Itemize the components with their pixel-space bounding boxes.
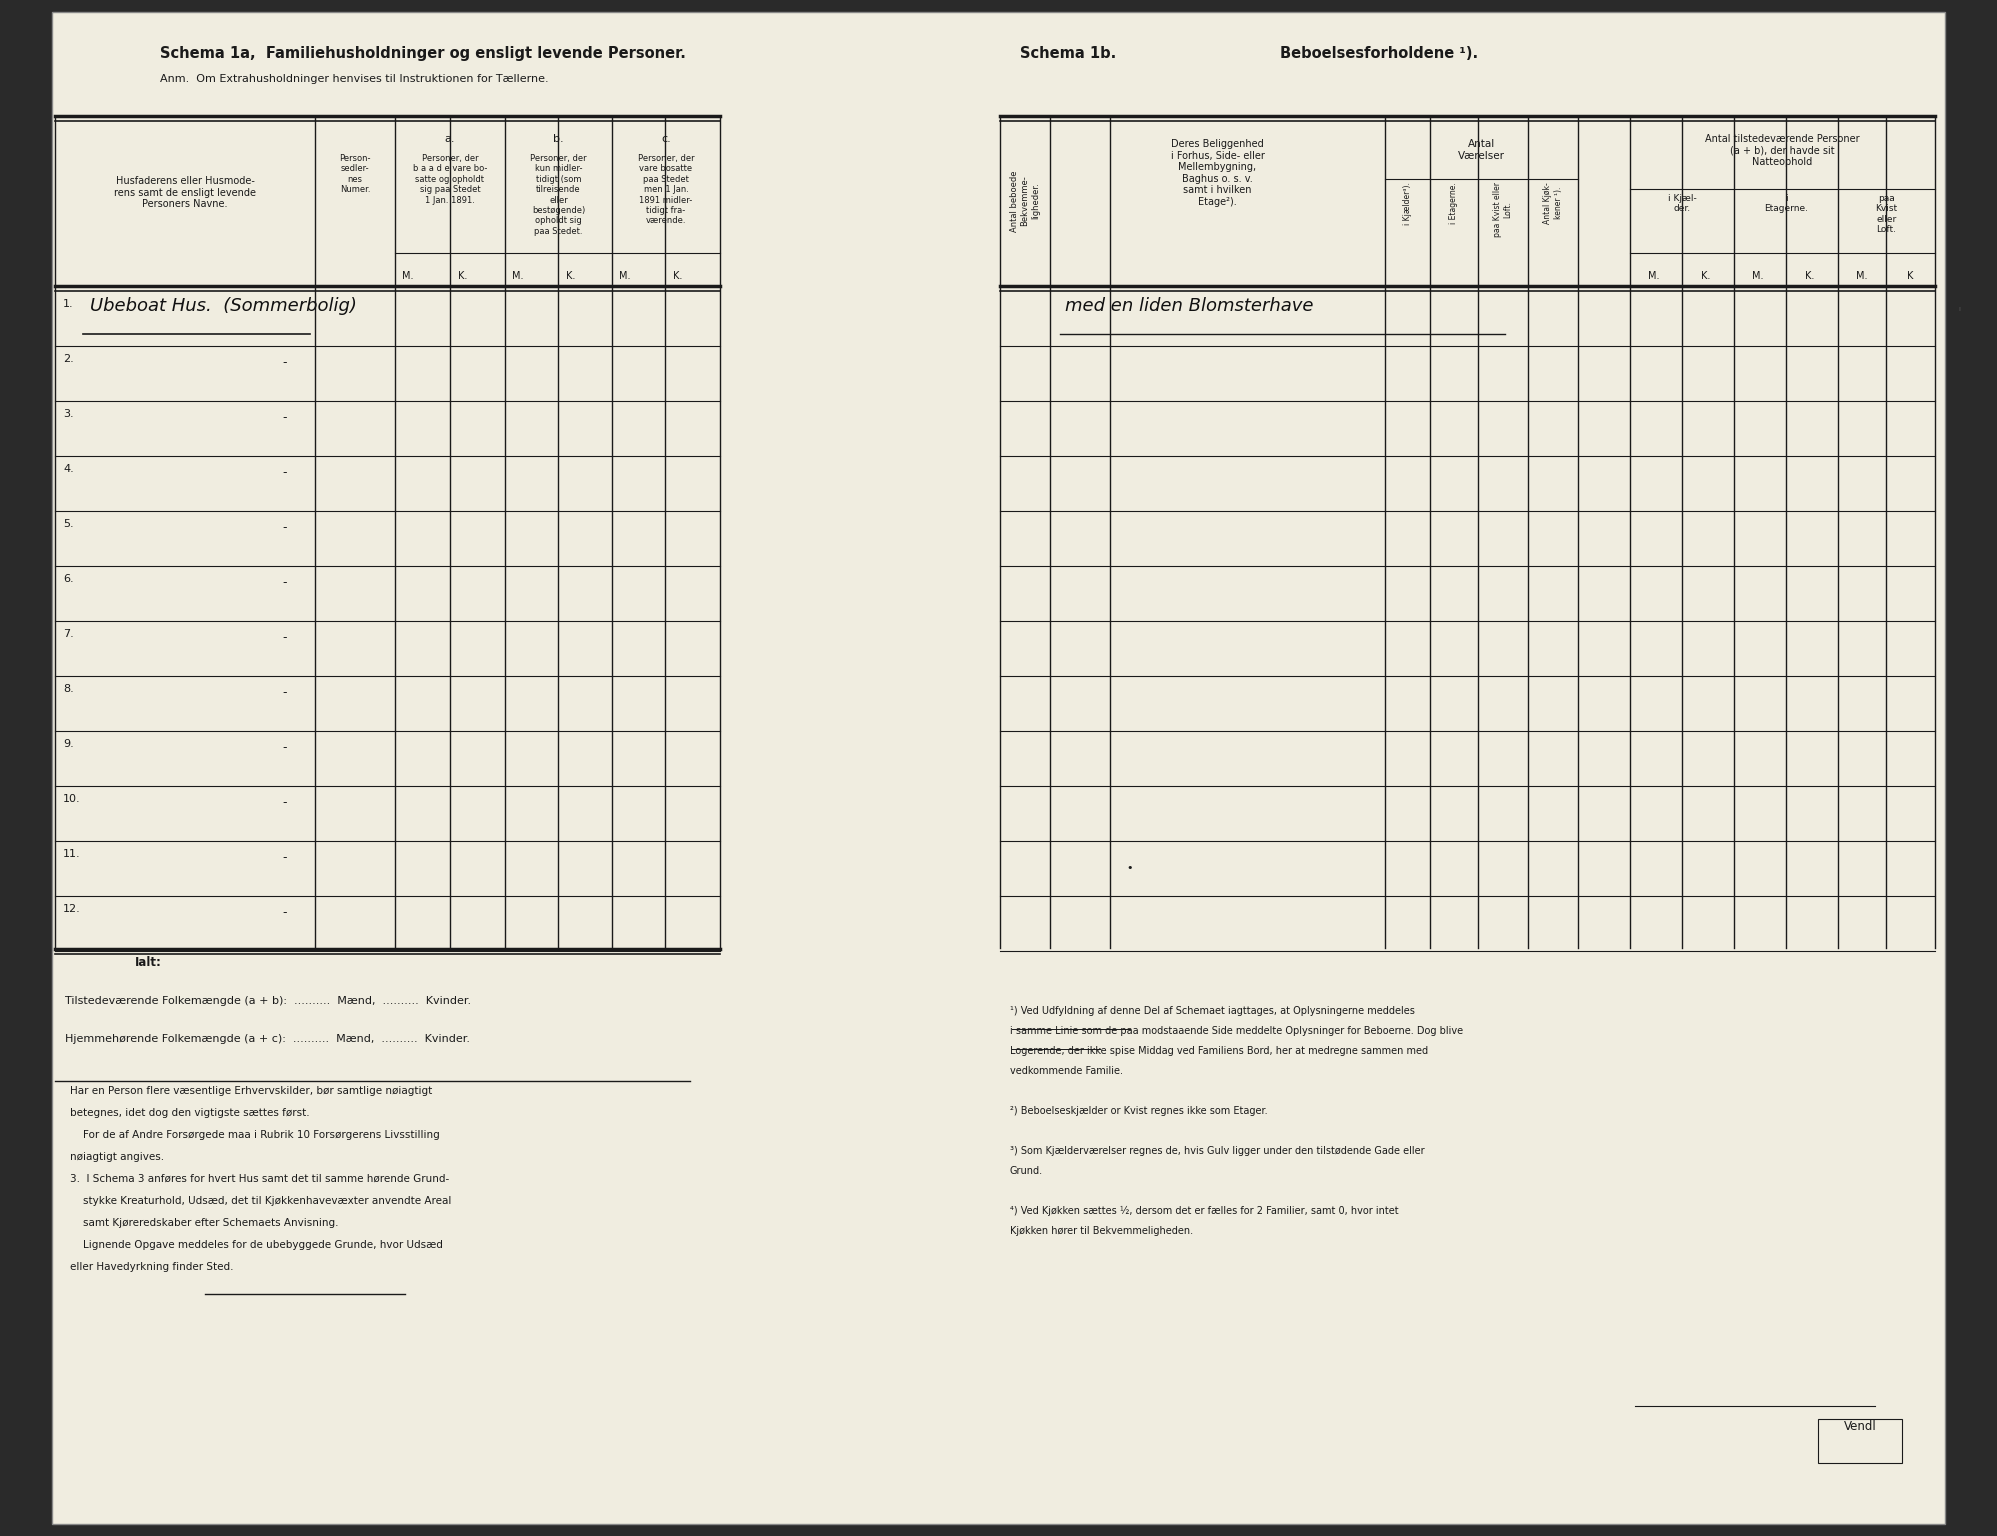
Text: Har en Person flere væsentlige Erhvervskilder, bør samtlige nøiagtigt: Har en Person flere væsentlige Erhvervsk…: [70, 1086, 431, 1097]
Text: •: •: [1126, 863, 1132, 872]
Text: Vendl: Vendl: [1843, 1419, 1877, 1433]
Text: Beboelsesforholdene ¹).: Beboelsesforholdene ¹).: [1280, 46, 1478, 61]
Text: -: -: [284, 740, 288, 754]
Text: Lignende Opgave meddeles for de ubebyggede Grunde, hvor Udsæd: Lignende Opgave meddeles for de ubebygge…: [70, 1240, 443, 1250]
Text: 2.: 2.: [64, 353, 74, 364]
Text: Tilstedeværende Folkemængde (a + b):  ..........  Mænd,  ..........  Kvinder.: Tilstedeværende Folkemængde (a + b): ...…: [66, 995, 471, 1006]
Text: med en liden Blomsterhave: med en liden Blomsterhave: [1064, 296, 1314, 315]
Text: Person-
sedler-
nes
Numer.: Person- sedler- nes Numer.: [339, 154, 371, 194]
FancyBboxPatch shape: [52, 12, 1945, 1524]
Text: 6.: 6.: [64, 574, 74, 584]
Text: M.: M.: [513, 270, 523, 281]
Text: 8.: 8.: [64, 684, 74, 694]
Text: samt Kjøreredskaber efter Schemaets Anvisning.: samt Kjøreredskaber efter Schemaets Anvi…: [70, 1218, 339, 1227]
Text: ²) Beboelseskjælder or Kvist regnes ikke som Etager.: ²) Beboelseskjælder or Kvist regnes ikke…: [1010, 1106, 1268, 1117]
Text: Personer, der
kun midler-
tidigt (som
tilreisende
eller
bestøgende)
opholdt sig
: Personer, der kun midler- tidigt (som ti…: [529, 154, 587, 237]
Text: i Etagerne.: i Etagerne.: [1450, 181, 1458, 224]
FancyBboxPatch shape: [1817, 1419, 1901, 1462]
Text: i Kjælder³).: i Kjælder³).: [1404, 181, 1412, 224]
Text: Antal Kjøk-
kener ¹).: Antal Kjøk- kener ¹).: [1544, 181, 1564, 224]
Text: nøiagtigt angives.: nøiagtigt angives.: [70, 1152, 164, 1163]
Text: Logerende, der ikke spise Middag ved Familiens Bord, her at medregne sammen med: Logerende, der ikke spise Middag ved Fam…: [1010, 1046, 1428, 1057]
Text: Ialt:: Ialt:: [136, 955, 162, 969]
Text: 11.: 11.: [64, 849, 80, 859]
Text: -: -: [284, 631, 288, 644]
Text: paa Kvist eller
Loft.: paa Kvist eller Loft.: [1494, 181, 1512, 237]
Text: i Kjæl-
der.: i Kjæl- der.: [1667, 194, 1695, 214]
Text: -: -: [284, 521, 288, 535]
Text: Anm.  Om Extrahusholdninger henvises til Instruktionen for Tællerne.: Anm. Om Extrahusholdninger henvises til …: [160, 74, 549, 84]
Text: Antal
Værelser: Antal Værelser: [1458, 138, 1506, 161]
Text: -: -: [284, 687, 288, 699]
Text: betegnes, idet dog den vigtigste sættes først.: betegnes, idet dog den vigtigste sættes …: [70, 1107, 310, 1118]
Text: For de af Andre Forsørgede maa i Rubrik 10 Forsørgerens Livsstilling: For de af Andre Forsørgede maa i Rubrik …: [70, 1130, 439, 1140]
Text: Antal tilstedeværende Personer
(a + b), der havde sit
Natteophold: Antal tilstedeværende Personer (a + b), …: [1705, 134, 1859, 167]
Text: 4.: 4.: [64, 464, 74, 475]
Text: Antal beboede
Bekvemme-
ligheder.: Antal beboede Bekvemme- ligheder.: [1010, 170, 1040, 232]
Text: -: -: [284, 576, 288, 588]
Text: K.: K.: [1805, 270, 1815, 281]
Text: K.: K.: [567, 270, 575, 281]
Text: -: -: [284, 412, 288, 424]
Text: paa
Kvist
eller
Loft.: paa Kvist eller Loft.: [1875, 194, 1897, 233]
Text: Schema 1b.: Schema 1b.: [1020, 46, 1116, 61]
Text: 7.: 7.: [64, 630, 74, 639]
Text: stykke Kreaturhold, Udsæd, det til Kjøkkenhavevæxter anvendte Areal: stykke Kreaturhold, Udsæd, det til Kjøkk…: [70, 1197, 451, 1206]
Text: Deres Beliggenhed
i Forhus, Side- eller
Mellembygning,
Baghus o. s. v.
samt i hv: Deres Beliggenhed i Forhus, Side- eller …: [1170, 138, 1264, 207]
Text: ³) Som Kjælderværelser regnes de, hvis Gulv ligger under den tilstødende Gade el: ³) Som Kjælderværelser regnes de, hvis G…: [1010, 1146, 1424, 1157]
Text: -: -: [284, 356, 288, 369]
Text: Ubeboat Hus.  (Sommerbolig): Ubeboat Hus. (Sommerbolig): [90, 296, 357, 315]
Text: Husfaderens eller Husmode-
rens samt de ensligt levende
Personers Navne.: Husfaderens eller Husmode- rens samt de …: [114, 177, 256, 209]
Text: 3.  I Schema 3 anføres for hvert Hus samt det til samme hørende Grund-: 3. I Schema 3 anføres for hvert Hus samt…: [70, 1174, 449, 1184]
Text: 1.: 1.: [64, 300, 74, 309]
Text: Grund.: Grund.: [1010, 1166, 1042, 1177]
Text: 12.: 12.: [64, 905, 80, 914]
Text: M.: M.: [1857, 270, 1867, 281]
Text: -: -: [284, 906, 288, 919]
Text: Personer, der
vare bosatte
paa Stedet
men 1 Jan.
1891 midler-
tidigt fra-
værend: Personer, der vare bosatte paa Stedet me…: [637, 154, 695, 226]
Text: vedkommende Familie.: vedkommende Familie.: [1010, 1066, 1122, 1077]
Text: 5.: 5.: [64, 519, 74, 528]
Text: K.: K.: [673, 270, 683, 281]
Text: ⁴) Ved Kjøkken sættes ½, dersom det er fælles for 2 Familier, samt 0, hvor intet: ⁴) Ved Kjøkken sættes ½, dersom det er f…: [1010, 1206, 1398, 1217]
Text: c.: c.: [661, 134, 671, 144]
Text: a.: a.: [445, 134, 455, 144]
Text: i
Etagerne.: i Etagerne.: [1763, 194, 1807, 214]
Text: M.: M.: [1751, 270, 1763, 281]
Text: K: K: [1907, 270, 1913, 281]
Text: ¹) Ved Udfyldning af denne Del af Schemaet iagttages, at Oplysningerne meddeles: ¹) Ved Udfyldning af denne Del af Schema…: [1010, 1006, 1416, 1015]
Text: K.: K.: [459, 270, 467, 281]
Text: K.: K.: [1701, 270, 1711, 281]
Text: Hjemmehørende Folkemængde (a + c):  ..........  Mænd,  ..........  Kvinder.: Hjemmehørende Folkemængde (a + c): .....…: [66, 1034, 469, 1044]
Text: -: -: [284, 796, 288, 809]
Text: Kjøkken hører til Bekvemmeligheden.: Kjøkken hører til Bekvemmeligheden.: [1010, 1226, 1192, 1236]
Text: i samme Linie som de paa modstaaende Side meddelte Oplysninger for Beboerne. Dog: i samme Linie som de paa modstaaende Sid…: [1010, 1026, 1464, 1035]
Text: 10.: 10.: [64, 794, 80, 803]
Text: M.: M.: [619, 270, 631, 281]
Text: eller Havedyrkning finder Sted.: eller Havedyrkning finder Sted.: [70, 1263, 234, 1272]
Text: -: -: [284, 851, 288, 863]
Text: 9.: 9.: [64, 739, 74, 750]
Text: M.: M.: [401, 270, 413, 281]
Text: 3.: 3.: [64, 409, 74, 419]
Text: M.: M.: [1648, 270, 1660, 281]
Text: Schema 1a,  Familiehusholdninger og ensligt levende Personer.: Schema 1a, Familiehusholdninger og ensli…: [160, 46, 685, 61]
Text: ': ': [1959, 306, 1961, 319]
Text: -: -: [284, 465, 288, 479]
Text: Personer, der
b a a d e vare bo-
satte og opholdt
sig paa Stedet
1 Jan. 1891.: Personer, der b a a d e vare bo- satte o…: [413, 154, 487, 204]
Text: b.: b.: [553, 134, 563, 144]
